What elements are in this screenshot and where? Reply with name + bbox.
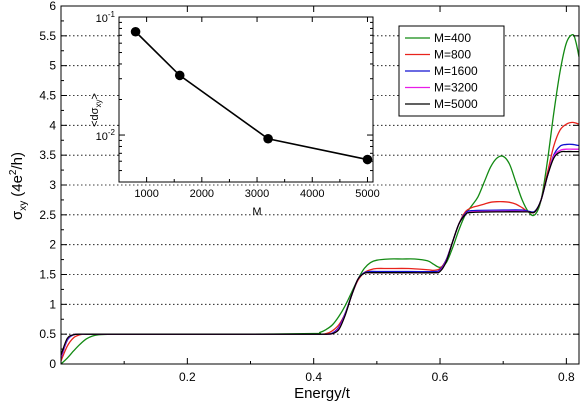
y-tick-label: 5 [49, 59, 56, 73]
main-series-group [60, 33, 580, 365]
legend-label: M=400 [434, 31, 471, 45]
y-tick-label: 3 [49, 178, 56, 192]
legend-label: M=800 [434, 48, 471, 62]
inset-y-tick-label: 10-2 [96, 128, 116, 143]
y-axis-symbol-sub: xy [18, 201, 29, 211]
y-axis-unit-close: /h) [9, 152, 26, 170]
y-tick-label: 5.5 [39, 29, 56, 43]
x-tick-label: 0.6 [432, 370, 449, 384]
inset-data-point [174, 70, 185, 81]
y-tick-label: 4.5 [39, 89, 56, 103]
inset-y-tick-label: 10-1 [96, 10, 116, 25]
legend: M=400 M=800 M=1600 M=3200 M=5000 [398, 25, 505, 117]
x-axis-title: Energy/t [294, 385, 351, 402]
inset-x-axis-title: M [252, 206, 261, 218]
y-tick-label: 0.5 [39, 327, 56, 341]
legend-label: M=3200 [434, 81, 478, 95]
inset-x-tick-label: 5000 [355, 188, 379, 200]
inset-y-open: <dσ [89, 107, 101, 127]
y-tick-label: 0 [49, 357, 56, 371]
y-tick-label: 2 [49, 238, 56, 252]
y-tick-label: 1.5 [39, 268, 56, 282]
x-tick-label: 0.8 [558, 370, 575, 384]
inset-chart: 1000 2000 3000 4000 5000 10-2 10-1 M <dσxy> [89, 10, 380, 218]
inset-x-tick-label: 2000 [190, 188, 214, 200]
y-tick-label: 3.5 [39, 148, 56, 162]
inset-y-sub: xy [94, 100, 103, 108]
inset-y-close: > [89, 93, 101, 99]
y-tick-label: 6 [49, 0, 56, 13]
inset-axis-ticks: 1000 2000 3000 4000 5000 10-2 10-1 [96, 10, 380, 200]
inset-series-line [135, 31, 368, 161]
y-tick-label: 1 [49, 297, 56, 311]
inset-y-axis-title: <dσxy> [89, 93, 103, 127]
legend-label: M=1600 [434, 64, 478, 78]
inset-x-tick-label: 3000 [245, 188, 269, 200]
x-tick-label: 0.2 [179, 370, 196, 384]
legend-label: M=5000 [434, 97, 478, 111]
inset-data-point [362, 154, 373, 165]
y-axis-unit-sup: 2 [8, 169, 19, 175]
y-axis-unit-open: (4e [9, 175, 26, 197]
x-tick-label: 0.4 [305, 370, 322, 384]
y-axis-title: σxy (4e2/h) [8, 152, 29, 220]
y-tick-label: 2.5 [39, 208, 56, 222]
inset-x-tick-label: 1000 [134, 188, 158, 200]
y-axis-symbol: σ [9, 210, 26, 220]
main-axis-ticks: 0 0.5 1 1.5 2 2.5 3 3.5 4 4.5 5 5.5 6 0.2 0.4 0.6 0.8 [39, 0, 579, 384]
inset-data-point [263, 133, 273, 144]
inset-data-point [130, 26, 141, 37]
inset-x-tick-label: 4000 [300, 188, 324, 200]
inset-series-group [130, 26, 373, 165]
series-line-m-5000 [60, 150, 579, 356]
y-tick-label: 4 [49, 118, 56, 132]
inset-background [119, 17, 373, 182]
